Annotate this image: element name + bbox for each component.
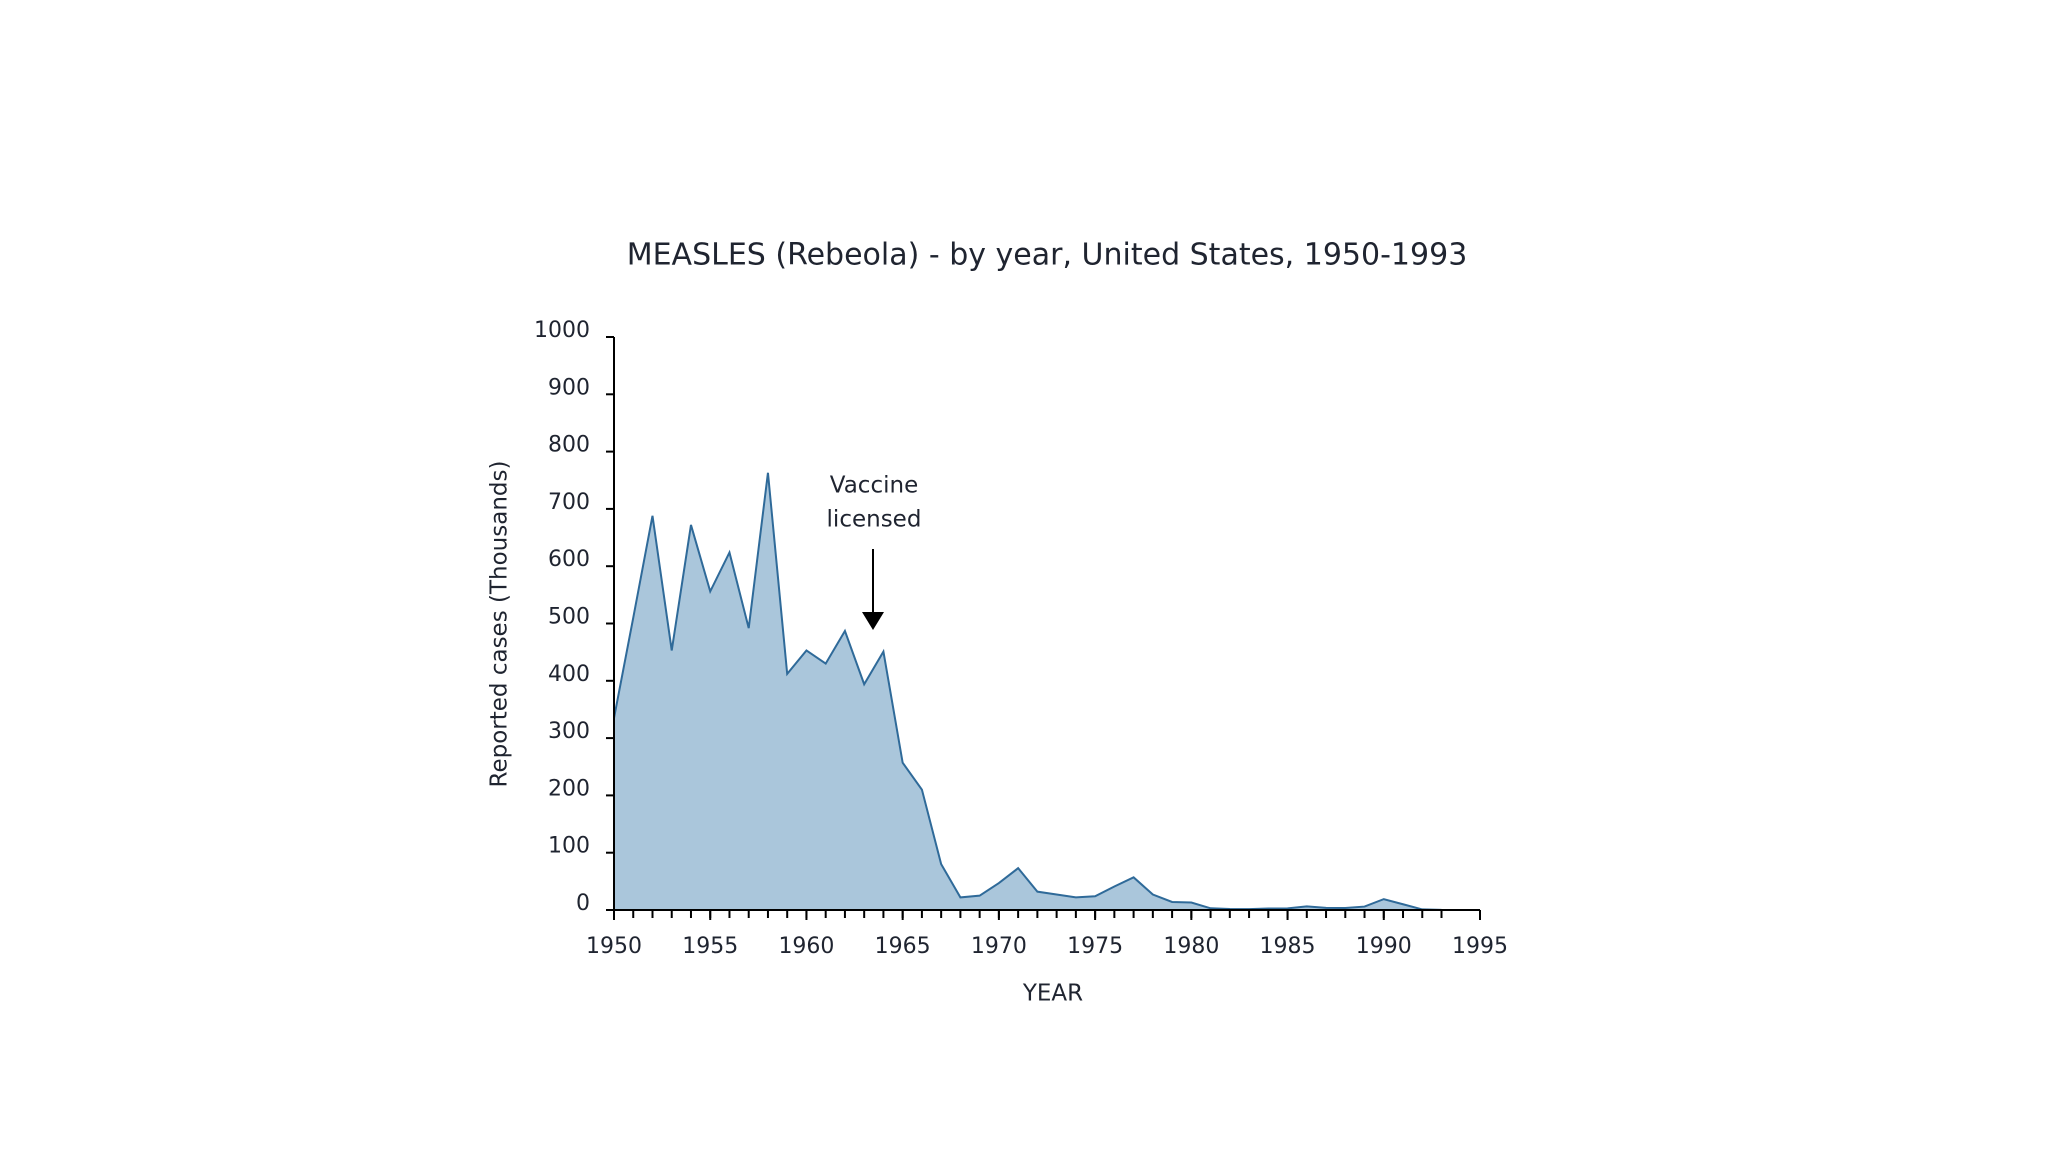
y-tick-label: 100	[548, 834, 590, 859]
y-tick-label: 300	[548, 719, 590, 744]
x-tick-label: 1975	[1067, 934, 1123, 959]
y-tick-label: 200	[548, 776, 590, 801]
chart-title: MEASLES (Rebeola) - by year, United Stat…	[627, 238, 1468, 273]
x-tick-label: 1970	[971, 934, 1027, 959]
x-tick-label: 1995	[1452, 934, 1508, 959]
y-tick-label: 0	[576, 891, 590, 916]
x-tick-label: 1955	[682, 934, 738, 959]
y-tick-label: 500	[548, 605, 590, 630]
y-tick-label: 700	[548, 490, 590, 515]
annotation-arrowhead	[862, 612, 884, 630]
y-tick-label: 600	[548, 547, 590, 572]
area	[614, 472, 1442, 910]
x-tick-label: 1965	[875, 934, 931, 959]
x-tick-label: 1950	[586, 934, 642, 959]
y-tick-label: 1000	[534, 318, 590, 343]
y-tick-label: 800	[548, 433, 590, 458]
x-tick-label: 1980	[1163, 934, 1219, 959]
annotation: Vaccine	[830, 473, 918, 499]
y-tick-label: 400	[548, 662, 590, 687]
x-tick-label: 1990	[1356, 934, 1412, 959]
annotation: licensed	[827, 507, 922, 533]
x-axis-label: YEAR	[1022, 981, 1083, 1007]
line	[613, 472, 1442, 911]
y-axis-label: Reported cases (Thousands)	[487, 461, 513, 788]
x-tick-label: 1960	[778, 934, 834, 959]
x-tick-label: 1985	[1260, 934, 1316, 959]
y-tick-label: 900	[548, 375, 590, 400]
